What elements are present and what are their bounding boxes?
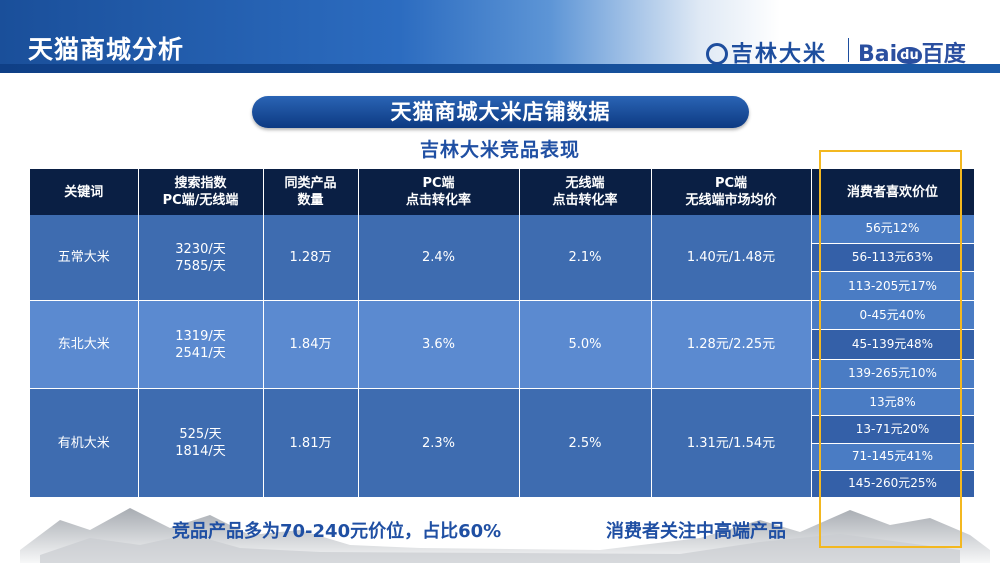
avg-price-cell: 1.40元/1.48元 [651, 215, 812, 301]
mobile-rate-cell: 2.1% [519, 215, 652, 301]
header-pc-rate: PC端 点击转化率 [358, 169, 520, 215]
baidu-logo-prefix: Bai [858, 42, 898, 67]
section-subtitle: 吉林大米竞品表现 [419, 139, 580, 161]
conclusion-left: 竞品产品多为70-240元价位，占比60% [172, 521, 502, 542]
price-range-item: 113-205元17% [811, 272, 974, 301]
table-row: 五常大米 3230/天 7585/天 1.28万 2.4% 2.1% 1.40元/… [30, 215, 975, 301]
pc-rate-cell: 2.3% [358, 388, 520, 498]
header-background [0, 0, 1000, 72]
pc-rate-cell: 2.4% [358, 215, 520, 301]
competitor-table: 关键词 搜索指数 PC端/无线端 同类产品 数量 PC端 点击转化率 无线端 点击转化率… [30, 169, 975, 498]
keyword-cell: 五常大米 [30, 215, 139, 301]
header-avg-price: PC端 无线端市场均价 [651, 169, 812, 215]
search-index-cell: 1319/天 2541/天 [138, 300, 264, 389]
search-index-cell: 525/天 1814/天 [138, 388, 264, 498]
mobile-rate-cell: 2.5% [519, 388, 652, 498]
price-range-item: 13元8% [811, 389, 974, 417]
preferred-price-cell: 13元8% 13-71元20% 71-145元41% 145-260元25% [811, 388, 975, 498]
price-range-item: 139-265元10% [811, 359, 974, 388]
header-search-index: 搜索指数 PC端/无线端 [138, 169, 264, 215]
section-banner: 天猫商城大米店铺数据 [252, 96, 749, 128]
logo-divider [848, 38, 849, 62]
header-mobile-rate: 无线端 点击转化率 [519, 169, 652, 215]
header-stripe [0, 64, 1000, 73]
product-count-cell: 1.84万 [263, 300, 359, 389]
header-keyword: 关键词 [30, 169, 139, 215]
price-range-item: 71-145元41% [811, 443, 974, 471]
price-range-item: 145-260元25% [811, 470, 974, 497]
price-range-item: 45-139元48% [811, 330, 974, 360]
mountain-decoration [20, 508, 990, 563]
table-header-row: 关键词 搜索指数 PC端/无线端 同类产品 数量 PC端 点击转化率 无线端 点击转化率… [30, 169, 975, 215]
avg-price-cell: 1.31元/1.54元 [651, 388, 812, 498]
price-range-item: 56-113元63% [811, 243, 974, 273]
table-row: 有机大米 525/天 1814/天 1.81万 2.3% 2.5% 1.31元/1… [30, 388, 975, 498]
header-product-count: 同类产品 数量 [263, 169, 359, 215]
product-count-cell: 1.28万 [263, 215, 359, 301]
jilin-logo: 吉林大米 [706, 36, 827, 68]
preferred-price-cell: 0-45元40% 45-139元48% 139-265元10% [811, 300, 975, 389]
conclusion-right: 消费者关注中高端产品 [606, 521, 786, 542]
baidu-logo-suffix: 百度 [921, 42, 966, 67]
baidu-logo: Bai du 百度 [858, 36, 966, 68]
keyword-cell: 有机大米 [30, 388, 139, 498]
jilin-logo-text: 吉林大米 [731, 41, 828, 67]
jilin-logo-icon [706, 43, 728, 65]
baidu-paw-icon: du [897, 47, 922, 64]
avg-price-cell: 1.28元/2.25元 [651, 300, 812, 389]
table-row: 东北大米 1319/天 2541/天 1.84万 3.6% 5.0% 1.28元/… [30, 300, 975, 389]
keyword-cell: 东北大米 [30, 300, 139, 389]
header-preferred-price: 消费者喜欢价位 [811, 169, 975, 215]
preferred-price-cell: 56元12% 56-113元63% 113-205元17% [811, 215, 975, 301]
price-range-item: 56元12% [811, 215, 974, 244]
mobile-rate-cell: 5.0% [519, 300, 652, 389]
search-index-cell: 3230/天 7585/天 [138, 215, 264, 301]
price-range-item: 0-45元40% [811, 301, 974, 331]
product-count-cell: 1.81万 [263, 388, 359, 498]
price-range-item: 13-71元20% [811, 416, 974, 444]
page-title: 天猫商城分析 [28, 35, 185, 64]
pc-rate-cell: 3.6% [358, 300, 520, 389]
